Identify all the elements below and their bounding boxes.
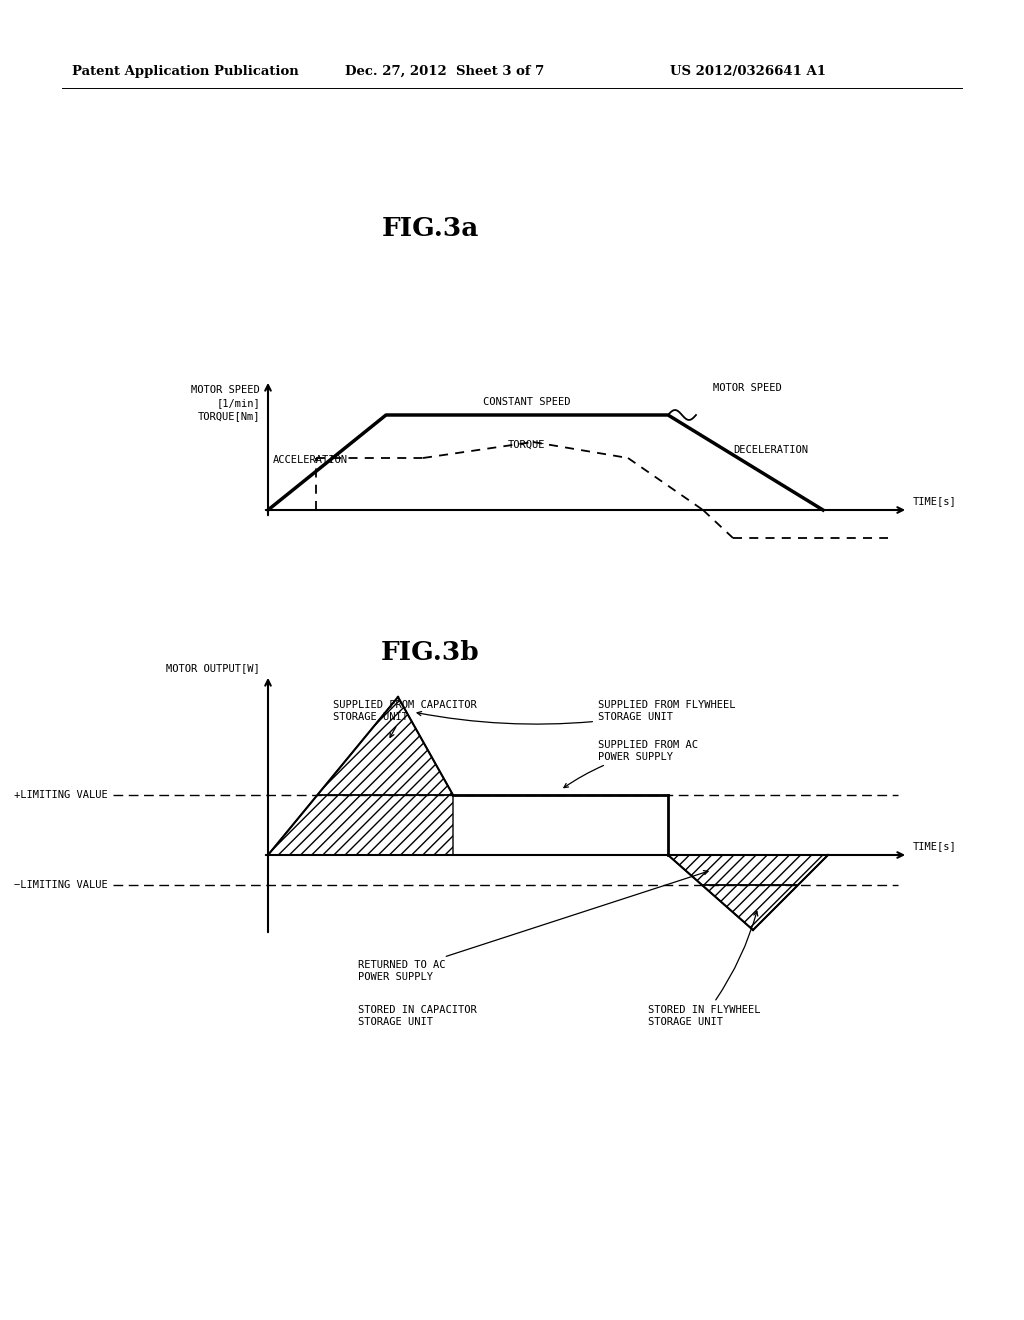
Text: TORQUE: TORQUE bbox=[508, 440, 546, 450]
Text: SUPPLIED FROM AC
POWER SUPPLY: SUPPLIED FROM AC POWER SUPPLY bbox=[564, 741, 698, 788]
Text: TIME[s]: TIME[s] bbox=[913, 841, 956, 851]
Text: TORQUE[Nm]: TORQUE[Nm] bbox=[198, 411, 260, 421]
Text: Dec. 27, 2012  Sheet 3 of 7: Dec. 27, 2012 Sheet 3 of 7 bbox=[345, 65, 544, 78]
Text: SUPPLIED FROM CAPACITOR
STORAGE UNIT: SUPPLIED FROM CAPACITOR STORAGE UNIT bbox=[333, 700, 477, 738]
Text: Patent Application Publication: Patent Application Publication bbox=[72, 65, 299, 78]
Text: +LIMITING VALUE: +LIMITING VALUE bbox=[14, 789, 108, 800]
Text: RETURNED TO AC
POWER SUPPLY: RETURNED TO AC POWER SUPPLY bbox=[358, 871, 708, 982]
Text: STORED IN CAPACITOR
STORAGE UNIT: STORED IN CAPACITOR STORAGE UNIT bbox=[358, 1005, 477, 1027]
Text: TIME[s]: TIME[s] bbox=[913, 496, 956, 506]
Text: MOTOR SPEED: MOTOR SPEED bbox=[191, 385, 260, 395]
Text: CONSTANT SPEED: CONSTANT SPEED bbox=[483, 397, 570, 407]
Text: DECELERATION: DECELERATION bbox=[733, 445, 808, 455]
Text: STORED IN FLYWHEEL
STORAGE UNIT: STORED IN FLYWHEEL STORAGE UNIT bbox=[648, 912, 761, 1027]
Text: [1/min]: [1/min] bbox=[216, 399, 260, 408]
Text: MOTOR SPEED: MOTOR SPEED bbox=[713, 383, 781, 393]
Text: FIG.3a: FIG.3a bbox=[381, 215, 478, 240]
Text: ACCELERATION: ACCELERATION bbox=[273, 455, 348, 465]
Text: US 2012/0326641 A1: US 2012/0326641 A1 bbox=[670, 65, 826, 78]
Text: FIG.3b: FIG.3b bbox=[381, 639, 479, 664]
Text: SUPPLIED FROM FLYWHEEL
STORAGE UNIT: SUPPLIED FROM FLYWHEEL STORAGE UNIT bbox=[417, 700, 735, 725]
Text: −LIMITING VALUE: −LIMITING VALUE bbox=[14, 880, 108, 890]
Text: MOTOR OUTPUT[W]: MOTOR OUTPUT[W] bbox=[166, 663, 260, 673]
